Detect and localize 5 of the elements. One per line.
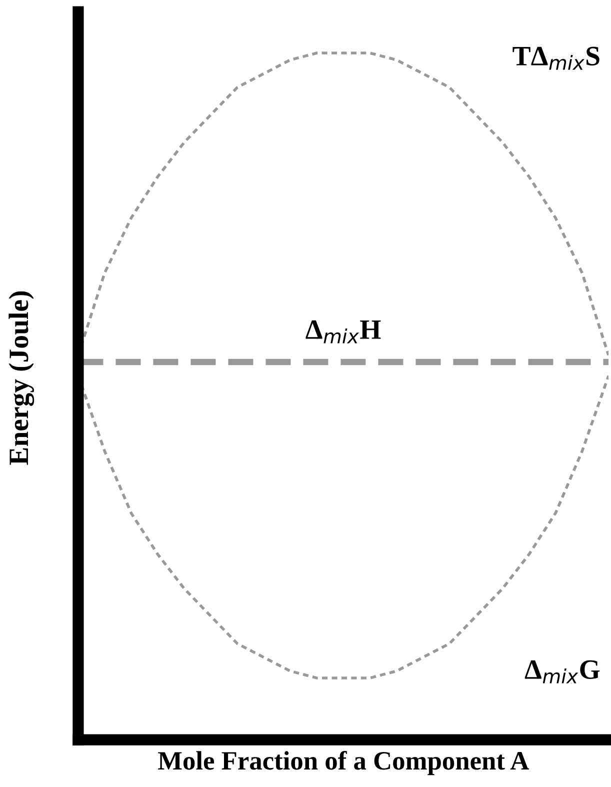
text: TΔ$_{mix}$S bbox=[512, 46, 600, 70]
x-axis-title: Mole Fraction of a Component A bbox=[158, 750, 529, 776]
text: Δ$_{mix}$G bbox=[524, 660, 600, 684]
series-label: Δ$_{mix}$H bbox=[306, 320, 381, 344]
y-axis-title: Energy (Joule) bbox=[8, 291, 34, 465]
